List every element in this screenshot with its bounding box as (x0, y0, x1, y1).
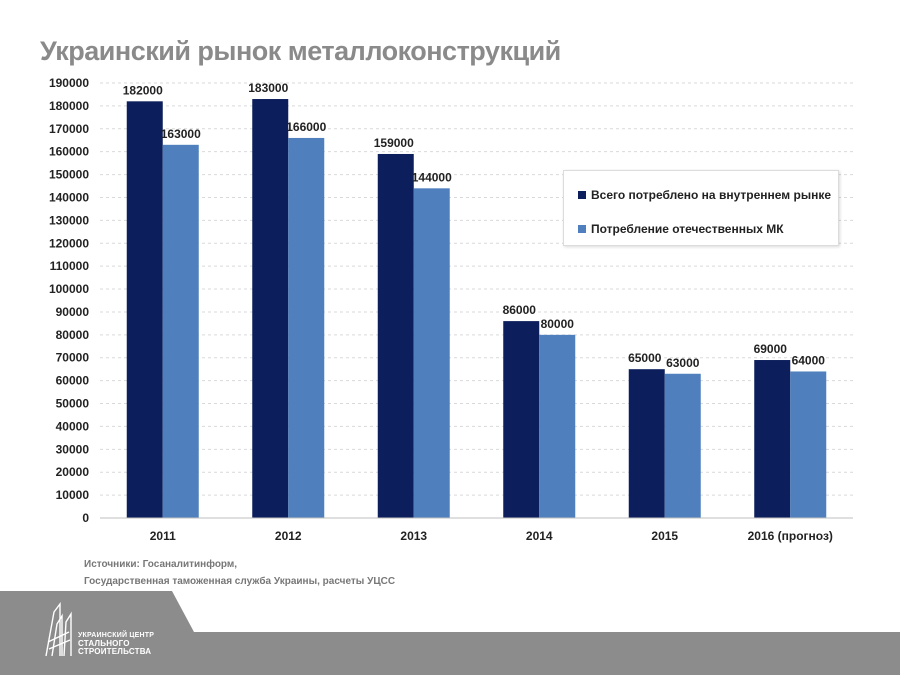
legend-label-series2: Потребление отечественных МК (591, 222, 784, 236)
bar-domestic-4 (664, 373, 701, 518)
x-axis-categories: 2011 2012 2013 2014 2015 2016 (прогноз) (150, 529, 833, 543)
legend-item-series2: Потребление отечественных МК (578, 222, 784, 236)
bar-total-4 (628, 369, 665, 518)
data-label: 166000 (286, 120, 326, 134)
data-label: 69000 (754, 342, 788, 356)
y-tick-label: 60000 (56, 374, 90, 388)
bar-total-1 (252, 99, 289, 519)
y-tick-label: 120000 (49, 236, 89, 250)
x-category-label: 2013 (400, 529, 427, 543)
x-category-label: 2015 (651, 529, 678, 543)
y-tick-label: 20000 (56, 465, 90, 479)
bar-total-5 (754, 360, 791, 518)
y-tick-label: 90000 (56, 305, 90, 319)
legend-label-series1: Всего потреблено на внутреннем рынке (591, 188, 831, 202)
x-category-label: 2012 (275, 529, 302, 543)
y-tick-label: 160000 (49, 145, 89, 159)
legend-item-series1: Всего потреблено на внутреннем рынке (578, 188, 831, 202)
data-labels: 182000 163000 183000 166000 159000 144000 8600… (123, 81, 826, 370)
data-label: 64000 (792, 353, 826, 367)
y-tick-label: 10000 (56, 488, 90, 502)
bar-chart: 0 10000 20000 30000 40000 50000 60000 70000 8000… (49, 76, 853, 543)
ucss-logo: УКРАИНСКИЙ ЦЕНТР СТАЛЬНОГО СТРОИТЕЛЬСТВА (44, 602, 154, 658)
y-tick-label: 130000 (49, 213, 89, 227)
data-label: 183000 (248, 81, 288, 95)
source-line-2: Государственная таможенная служба Украин… (84, 576, 396, 587)
bar-domestic-1 (288, 137, 325, 518)
y-tick-label: 30000 (56, 442, 90, 456)
y-tick-label: 70000 (56, 351, 90, 365)
data-label: 86000 (503, 303, 537, 317)
legend-swatch-series1 (578, 191, 586, 199)
source-line-1: Источники: Госаналитинформ, (84, 559, 238, 570)
grid-lines (100, 82, 853, 496)
page-title: Украинский рынок металлоконструкций (40, 36, 561, 66)
bar-domestic-2 (413, 188, 450, 518)
bar-domestic-5 (790, 371, 827, 518)
y-tick-label: 180000 (49, 99, 89, 113)
legend-swatch-series2 (578, 225, 586, 233)
bar-domestic-3 (539, 334, 576, 518)
y-tick-label: 100000 (49, 282, 89, 296)
chart-legend: Всего потреблено на внутреннем рынке Пот… (563, 170, 839, 246)
data-label: 80000 (541, 317, 575, 331)
y-tick-label: 0 (82, 511, 89, 525)
logo-line-3: СТРОИТЕЛЬСТВА (78, 647, 152, 656)
bar-total-2 (377, 153, 414, 518)
bar-total-3 (503, 321, 540, 518)
data-label: 182000 (123, 83, 163, 97)
y-tick-label: 140000 (49, 190, 89, 204)
y-tick-label: 190000 (49, 76, 89, 90)
bar-total-0 (126, 101, 163, 518)
y-tick-label: 170000 (49, 122, 89, 136)
y-tick-label: 150000 (49, 168, 89, 182)
bars (126, 99, 827, 519)
logo-text: УКРАИНСКИЙ ЦЕНТР СТАЛЬНОГО СТРОИТЕЛЬСТВА (78, 632, 154, 656)
logo-line-2: СТАЛЬНОГО (78, 639, 130, 648)
x-category-label: 2016 (прогноз) (748, 529, 833, 543)
y-tick-label: 40000 (56, 419, 90, 433)
x-category-label: 2014 (526, 529, 553, 543)
steel-structure-logo-icon (45, 602, 72, 657)
y-axis-ticks: 0 10000 20000 30000 40000 50000 60000 70000 8000… (49, 76, 89, 525)
y-tick-label: 110000 (50, 259, 90, 273)
y-tick-label: 50000 (56, 397, 90, 411)
data-label: 163000 (161, 127, 201, 141)
y-tick-label: 80000 (56, 328, 90, 342)
x-category-label: 2011 (150, 529, 176, 543)
data-label: 63000 (666, 356, 700, 370)
source-note: Источники: Госаналитинформ, Государствен… (84, 556, 395, 590)
data-label: 144000 (412, 170, 452, 184)
data-label: 159000 (374, 136, 414, 150)
data-label: 65000 (628, 351, 662, 365)
bar-domestic-0 (162, 144, 199, 518)
logo-line-1: УКРАИНСКИЙ ЦЕНТР (78, 632, 155, 639)
